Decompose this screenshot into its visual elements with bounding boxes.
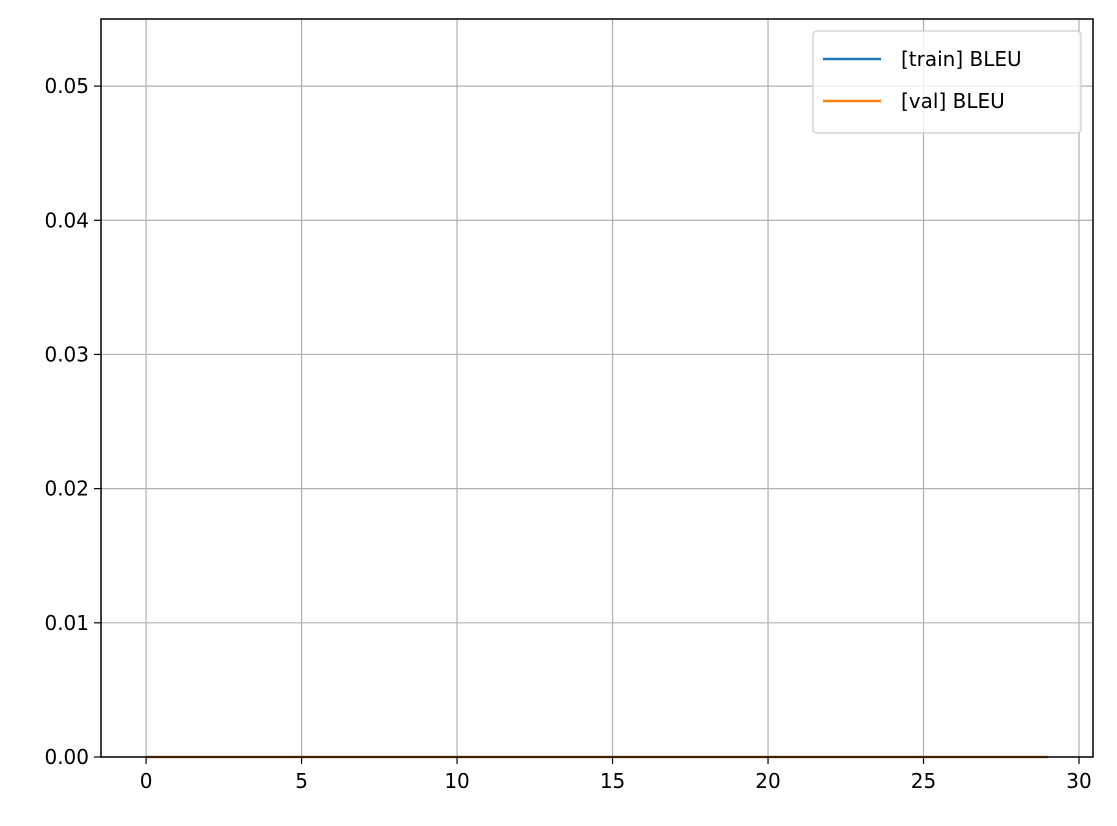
- y-tick-label: 0.00: [44, 745, 89, 769]
- x-tick-label: 25: [911, 769, 936, 793]
- x-tick-label: 30: [1066, 769, 1091, 793]
- legend: [train] BLEU [val] BLEU: [812, 30, 1082, 134]
- legend-label-0: [train] BLEU: [901, 47, 1022, 71]
- x-tick-label: 10: [444, 769, 469, 793]
- y-tick-label: 0.04: [44, 208, 89, 232]
- y-axis-ticks: 0.00 0.01 0.02 0.03 0.04 0.05: [44, 74, 101, 769]
- legend-label-1: [val] BLEU: [901, 89, 1005, 113]
- x-tick-label: 0: [140, 769, 153, 793]
- legend-box: [812, 30, 1082, 134]
- x-tick-label: 5: [295, 769, 308, 793]
- axes-frame: [100, 18, 1094, 758]
- y-tick-label: 0.02: [44, 477, 89, 501]
- y-tick-label: 0.05: [44, 74, 89, 98]
- y-tick-label: 0.01: [44, 611, 89, 635]
- x-tick-label: 20: [755, 769, 780, 793]
- x-axis-ticks: 0 5 10 15 20 25 30: [140, 757, 1092, 793]
- x-tick-label: 15: [600, 769, 625, 793]
- y-tick-label: 0.03: [44, 342, 89, 366]
